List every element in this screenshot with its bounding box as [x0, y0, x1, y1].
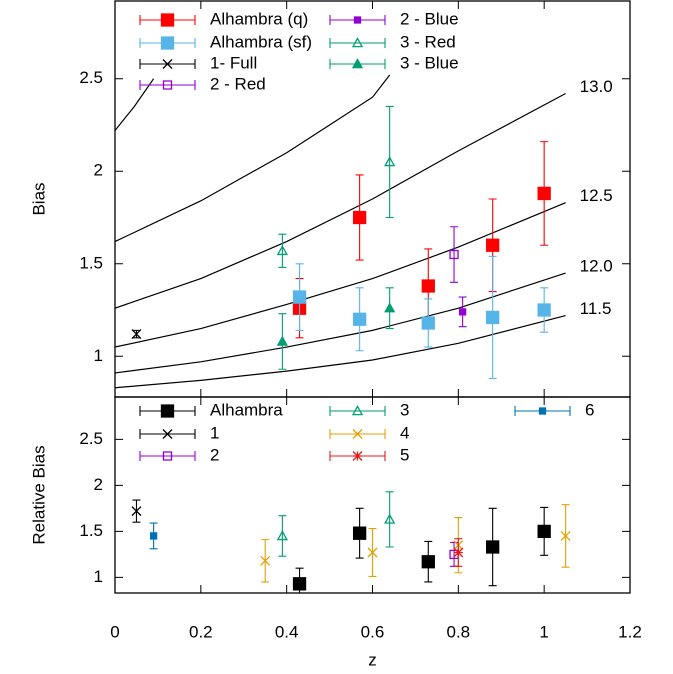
model-curve [115, 92, 566, 309]
x-axis-label: z [368, 650, 377, 669]
x-tick-label: 0 [110, 622, 119, 641]
legend-symbol [162, 80, 173, 90]
legend-label: 2 - Blue [400, 9, 459, 28]
legend-symbol [160, 13, 175, 27]
plot-frame [114, 396, 631, 594]
model-curve [115, 272, 566, 374]
y-tick-label: 1.5 [79, 253, 103, 272]
curve-label: 11.5 [580, 299, 612, 318]
legend-line [139, 80, 196, 90]
legend-symbol [351, 405, 364, 416]
legend-label: 3 - Red [400, 32, 456, 51]
legend-symbol [162, 429, 173, 439]
data-point [292, 290, 307, 304]
legend-line [139, 451, 196, 461]
curve-label: 13.0 [580, 77, 613, 96]
y-axis-label: Bias [29, 182, 48, 215]
data-point [276, 335, 288, 346]
legend-label: Alhambra (q) [210, 9, 308, 28]
data-point [352, 312, 367, 326]
y-tick-label: 2.5 [79, 429, 103, 448]
plot-area [115, 74, 566, 389]
legend-label: 2 [210, 445, 219, 464]
y-tick-label: 2 [94, 475, 103, 494]
data-point [449, 249, 459, 260]
data-point [537, 303, 551, 317]
data-point [421, 279, 435, 293]
curve-label: 12.5 [580, 186, 613, 205]
data-point [276, 244, 288, 256]
legend-label: 5 [400, 445, 409, 464]
legend-line [329, 406, 386, 416]
error-bar [385, 491, 394, 548]
data-point [537, 186, 551, 201]
legend-label: 6 [585, 400, 594, 419]
data-point [384, 156, 396, 167]
legend-symbol [352, 451, 363, 461]
model-curve [115, 314, 566, 389]
data-point [486, 540, 500, 554]
data-point [486, 238, 500, 252]
legend-label: Alhambra [210, 400, 283, 419]
data-point [384, 513, 396, 524]
data-point [367, 547, 378, 558]
legend-symbol [162, 451, 173, 461]
data-point [486, 310, 500, 325]
y-tick-label: 1.5 [79, 521, 103, 540]
legend-label: Alhambra (sf) [210, 32, 312, 51]
data-point [458, 308, 467, 316]
error-bar [450, 226, 459, 283]
x-tick-label: 0.2 [189, 622, 213, 641]
data-point [149, 532, 158, 540]
y-axis-label: Relative Bias [29, 445, 48, 544]
data-point [384, 302, 396, 313]
data-point [276, 530, 288, 541]
model-curve [115, 202, 566, 348]
data-point [292, 577, 307, 591]
y-tick-label: 2 [94, 161, 103, 180]
legend-label: 1- Full [210, 53, 257, 72]
legend-symbol [351, 58, 364, 69]
plot-area [131, 491, 571, 593]
legend-line [329, 38, 386, 48]
model-curve [115, 74, 391, 243]
data-point [131, 329, 142, 340]
legend-symbol [351, 37, 364, 48]
legend-symbol [160, 404, 175, 418]
data-point [260, 555, 271, 566]
legend-symbol [352, 429, 363, 439]
x-tick-label: 0.4 [275, 622, 299, 641]
x-tick-label: 1 [539, 622, 548, 641]
y-tick-label: 2.5 [79, 68, 103, 87]
y-tick-label: 1 [94, 567, 103, 586]
error-bar [278, 233, 287, 269]
legend-symbol [538, 407, 547, 415]
data-point [453, 547, 464, 558]
error-bar [278, 515, 287, 557]
data-point [537, 524, 551, 538]
legend-label: 2 - Red [210, 74, 266, 93]
data-point [131, 506, 142, 517]
curve-label: 12.0 [580, 257, 613, 276]
legend-label: 4 [400, 423, 409, 442]
data-point [421, 555, 435, 569]
legend-label: 3 - Blue [400, 53, 459, 72]
legend-label: 1 [210, 423, 219, 442]
x-tick-label: 1.2 [618, 622, 642, 641]
x-tick-label: 0.8 [447, 622, 471, 641]
data-point [352, 210, 367, 225]
legend-label: 3 [400, 400, 409, 419]
error-bar [385, 105, 394, 219]
data-point [560, 530, 571, 541]
x-tick-label: 0.6 [361, 622, 385, 641]
legend-symbol [353, 16, 362, 24]
data-point [352, 526, 367, 540]
data-point [421, 316, 435, 330]
legend-symbol [162, 59, 173, 69]
model-curve [115, 78, 155, 131]
legend-symbol [160, 36, 175, 50]
y-tick-label: 1 [94, 346, 103, 365]
